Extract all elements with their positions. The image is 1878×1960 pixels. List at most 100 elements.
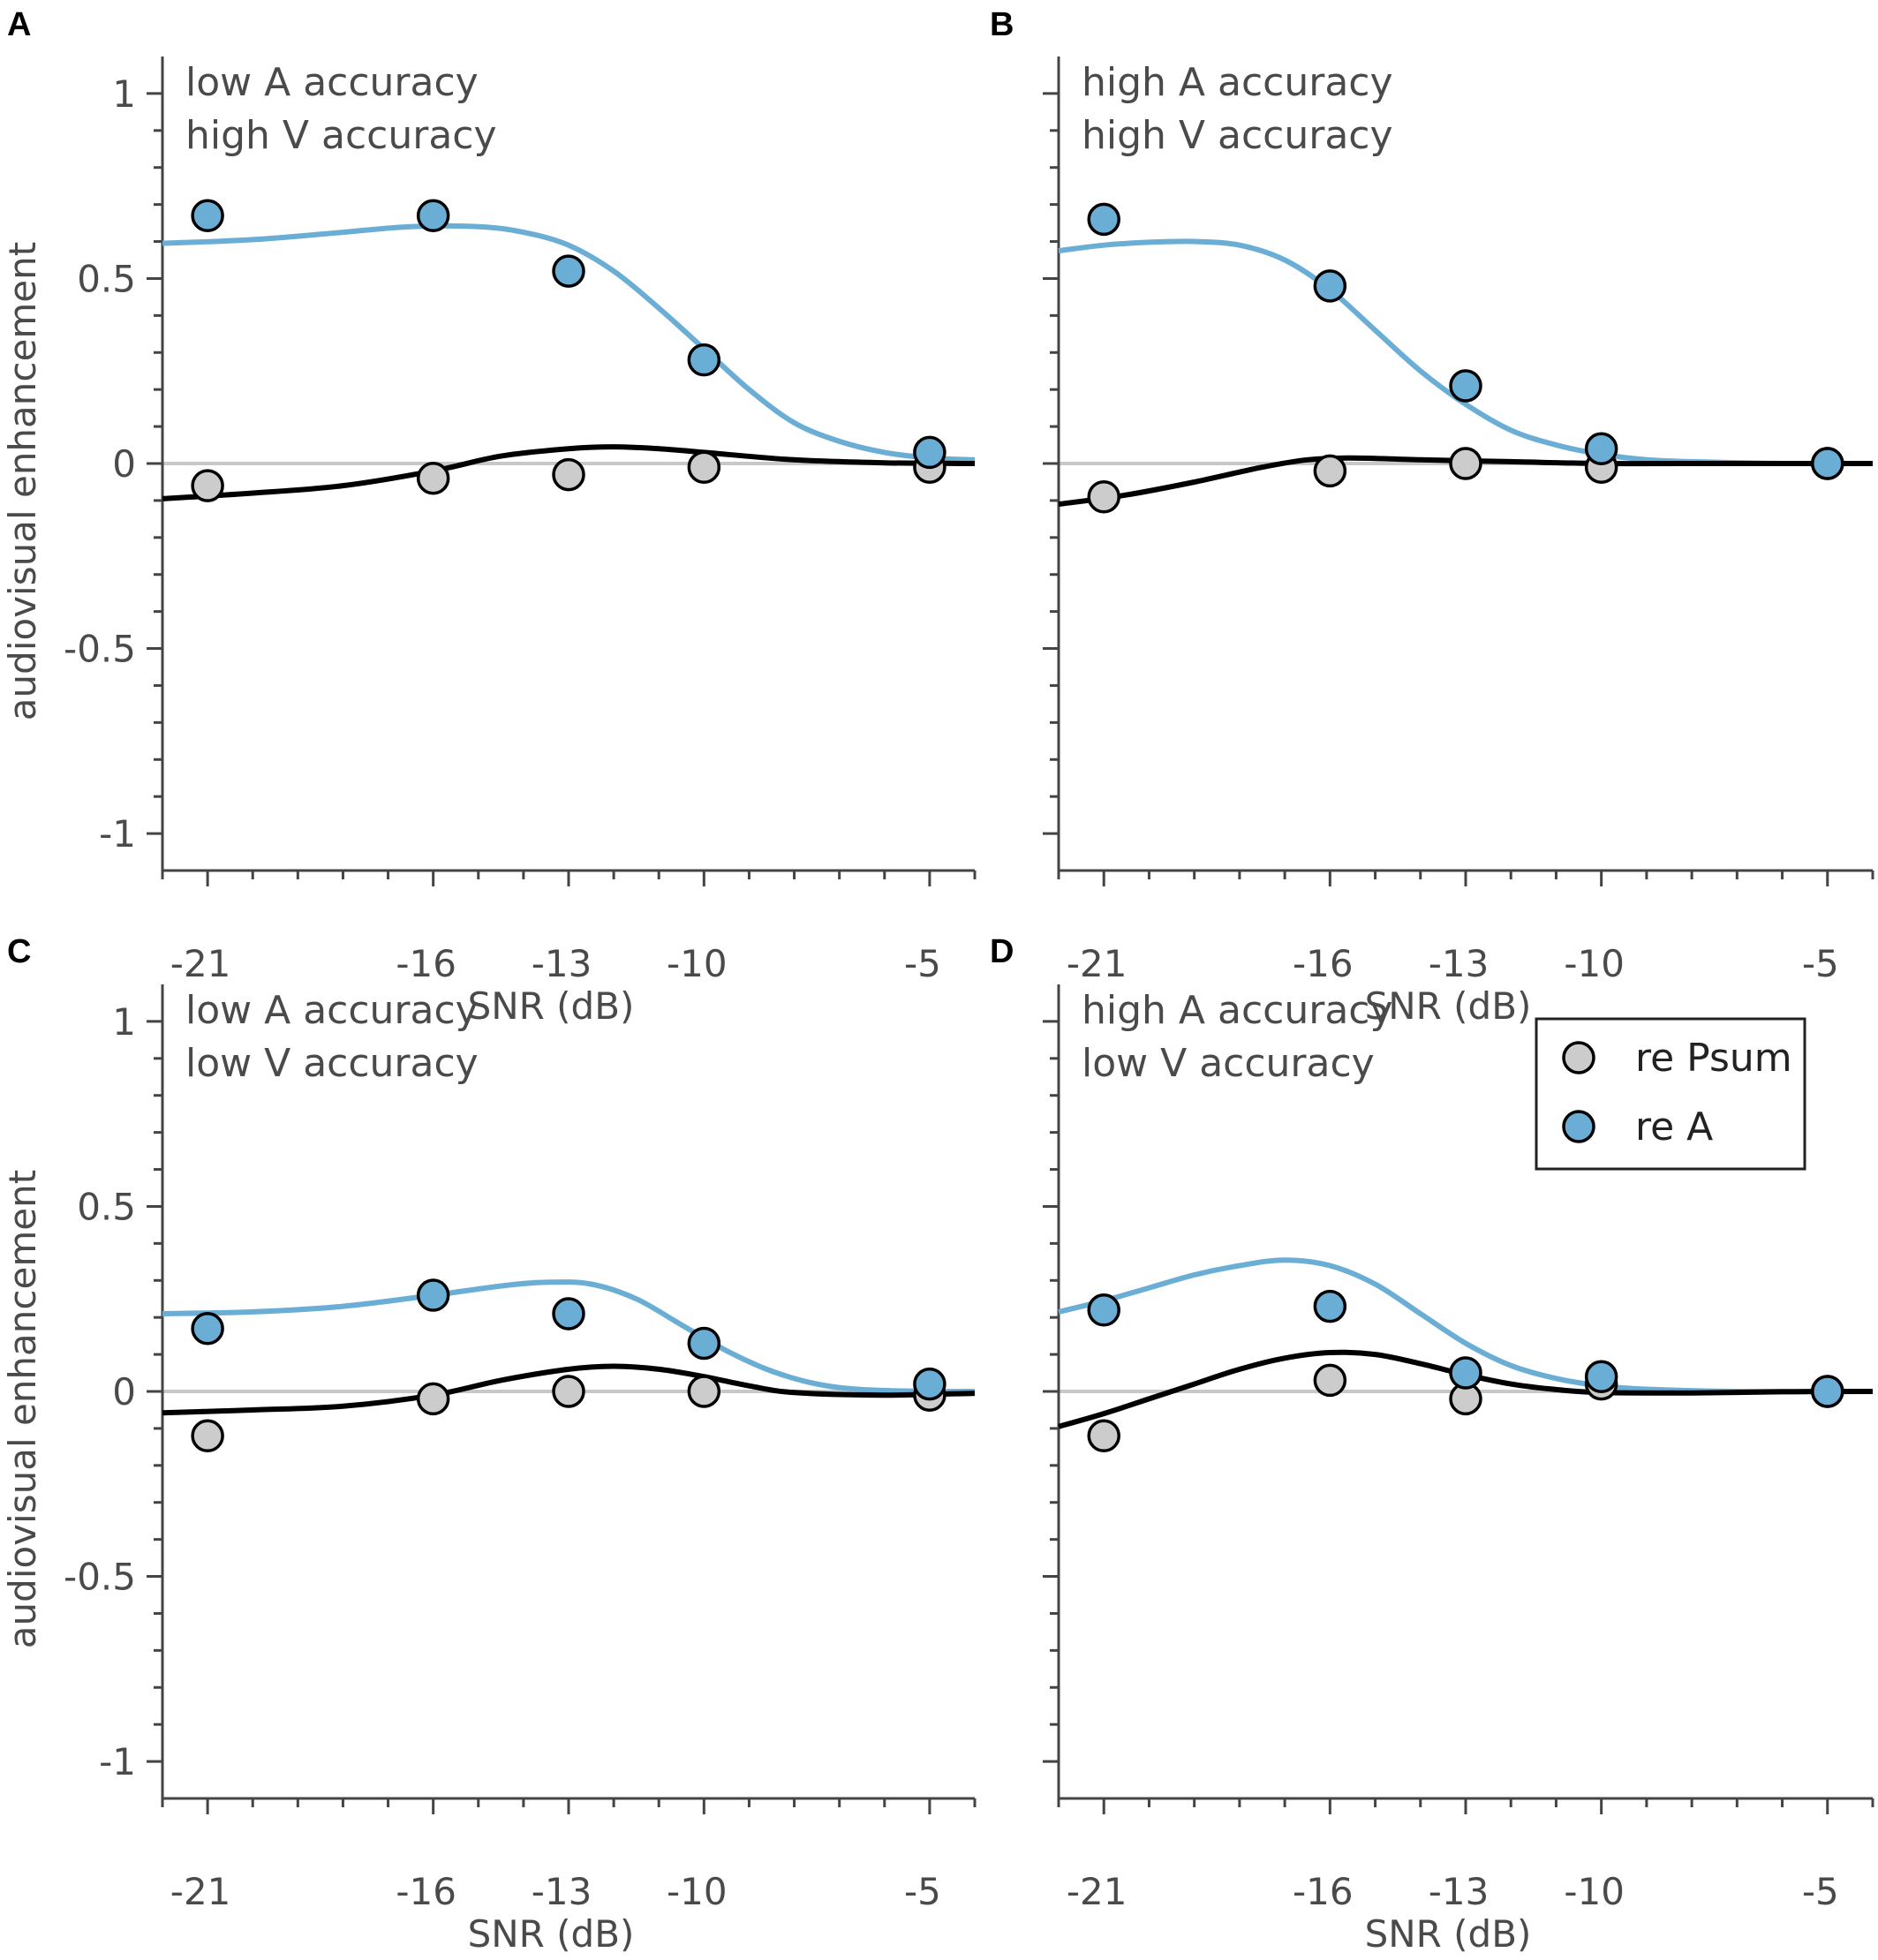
x-tick-label: -13 xyxy=(532,1870,592,1913)
x-tick-label: -13 xyxy=(1429,1870,1490,1913)
fit-line-re-a xyxy=(1058,1257,1874,1395)
y-axis-label: audiovisual enhancement xyxy=(1,1170,44,1648)
legend-marker xyxy=(1562,1110,1595,1143)
x-tick-label: -16 xyxy=(1293,1870,1354,1913)
point-re-a xyxy=(687,343,721,377)
point-re-a xyxy=(191,199,224,232)
y-tick-label: 1 xyxy=(112,72,136,116)
y-tick-label: 0 xyxy=(112,442,136,486)
condition-label: low A accuracy xyxy=(185,60,479,105)
point-re-psum xyxy=(687,1375,721,1408)
panel-b: B -21 -16 -13 -10 -5 SNR (dB) high A accuracy hi… xyxy=(990,6,1874,1028)
x-tick-label: -10 xyxy=(1564,1870,1625,1913)
point-re-a xyxy=(913,435,947,470)
point-re-psum xyxy=(416,462,450,495)
legend-label: re A xyxy=(1635,1104,1713,1150)
point-re-psum xyxy=(687,450,721,484)
y-axis: 1 0.5 0 -0.5 -1 xyxy=(64,984,164,1798)
y-axis xyxy=(1043,57,1060,871)
x-tick-label: -21 xyxy=(1067,1870,1128,1913)
point-re-a xyxy=(416,1278,450,1312)
x-axis: -21 -16 -13 -10 -5 SNR (dB) xyxy=(1057,869,1874,1028)
x-tick-label: -21 xyxy=(170,1870,231,1913)
panel-a: A 1 0.5 0 -0.5 -1 -21 -16 -13 -10 -5 SNR (dB) audiov… xyxy=(1,6,977,1028)
x-axis: -21 -16 -13 -10 -5 SNR (dB) xyxy=(1057,1797,1874,1956)
point-re-a xyxy=(1313,269,1347,303)
point-re-a xyxy=(1087,1293,1120,1327)
x-axis: -21 -16 -13 -10 -5 SNR (dB) xyxy=(161,869,977,1028)
condition-label: low V accuracy xyxy=(1082,1041,1375,1086)
fit-line-re-psum xyxy=(162,1363,976,1416)
x-tick-label: -5 xyxy=(1802,942,1839,985)
y-tick-label: -1 xyxy=(99,812,136,856)
panel-letter: B xyxy=(990,6,1014,43)
point-re-a xyxy=(1449,369,1482,403)
x-axis-label: SNR (dB) xyxy=(468,1912,635,1956)
x-axis-label: SNR (dB) xyxy=(1365,1912,1532,1956)
point-re-psum xyxy=(1313,1363,1347,1398)
x-tick-label: -21 xyxy=(1067,942,1128,985)
point-re-a xyxy=(1449,1356,1482,1390)
point-re-a xyxy=(687,1326,721,1361)
x-tick-label: -16 xyxy=(396,1870,456,1913)
panel-letter: D xyxy=(990,933,1014,970)
fit-line-re-a xyxy=(162,222,976,463)
point-re-psum xyxy=(552,1375,585,1408)
point-re-a xyxy=(552,1297,585,1331)
condition-label: high V accuracy xyxy=(185,113,497,158)
fit-line-re-a xyxy=(162,1279,976,1395)
x-axis-label: SNR (dB) xyxy=(1365,984,1532,1028)
point-re-a xyxy=(1087,202,1120,237)
x-tick-label: -5 xyxy=(904,942,941,985)
legend-label: re Psum xyxy=(1635,1036,1792,1081)
y-axis: 1 0.5 0 -0.5 -1 xyxy=(64,57,164,871)
point-re-psum xyxy=(1087,1419,1120,1453)
y-axis xyxy=(1043,984,1060,1798)
point-re-a xyxy=(1811,1375,1844,1408)
legend: re Psum re A xyxy=(1535,1017,1806,1171)
panel-letter: C xyxy=(7,933,31,970)
point-re-psum xyxy=(1087,479,1120,514)
x-tick-label: -13 xyxy=(532,942,592,985)
point-re-a xyxy=(1313,1289,1347,1323)
y-tick-label: -0.5 xyxy=(64,628,136,671)
point-re-a xyxy=(1584,432,1618,465)
condition-label: low A accuracy xyxy=(185,988,479,1033)
point-re-psum xyxy=(1313,454,1347,488)
point-re-psum xyxy=(1449,447,1482,480)
x-tick-label: -10 xyxy=(667,942,728,985)
x-tick-label: -10 xyxy=(1564,942,1625,985)
y-tick-label: 0.5 xyxy=(77,257,136,300)
fit-line-re-a xyxy=(1058,238,1874,467)
point-re-psum xyxy=(191,469,224,502)
condition-label: low V accuracy xyxy=(185,1041,479,1086)
point-re-a xyxy=(191,1312,224,1346)
fit-line-re-psum xyxy=(1058,1349,1874,1429)
panel-c: C 1 0.5 0 -0.5 -1 -21 -16 -13 -10 -5 SNR (dB) audiov… xyxy=(1,933,977,1956)
x-tick-label: -10 xyxy=(667,1870,728,1913)
x-tick-label: -21 xyxy=(170,942,231,985)
fit-line-re-psum xyxy=(1058,455,1873,508)
condition-label: high V accuracy xyxy=(1082,113,1393,158)
x-tick-label: -16 xyxy=(396,942,456,985)
point-re-psum xyxy=(416,1382,450,1416)
point-re-a xyxy=(1584,1360,1618,1393)
y-tick-label: 0 xyxy=(112,1370,136,1413)
legend-marker xyxy=(1562,1041,1595,1074)
y-tick-label: 1 xyxy=(112,1000,136,1044)
x-axis-label: SNR (dB) xyxy=(468,984,635,1028)
y-axis-label: audiovisual enhancement xyxy=(1,242,44,720)
y-tick-label: -0.5 xyxy=(64,1556,136,1599)
point-re-a xyxy=(416,199,450,232)
point-re-a xyxy=(913,1367,947,1401)
condition-label: high A accuracy xyxy=(1082,60,1393,105)
x-axis: -21 -16 -13 -10 -5 SNR (dB) xyxy=(161,1797,977,1956)
fit-line-re-psum xyxy=(162,444,976,501)
condition-label: high A accuracy xyxy=(1082,988,1393,1033)
x-tick-label: -5 xyxy=(1802,1870,1839,1913)
x-tick-label: -13 xyxy=(1429,942,1490,985)
panel-letter: A xyxy=(7,6,31,43)
x-tick-label: -16 xyxy=(1293,942,1354,985)
point-re-a xyxy=(552,254,585,288)
